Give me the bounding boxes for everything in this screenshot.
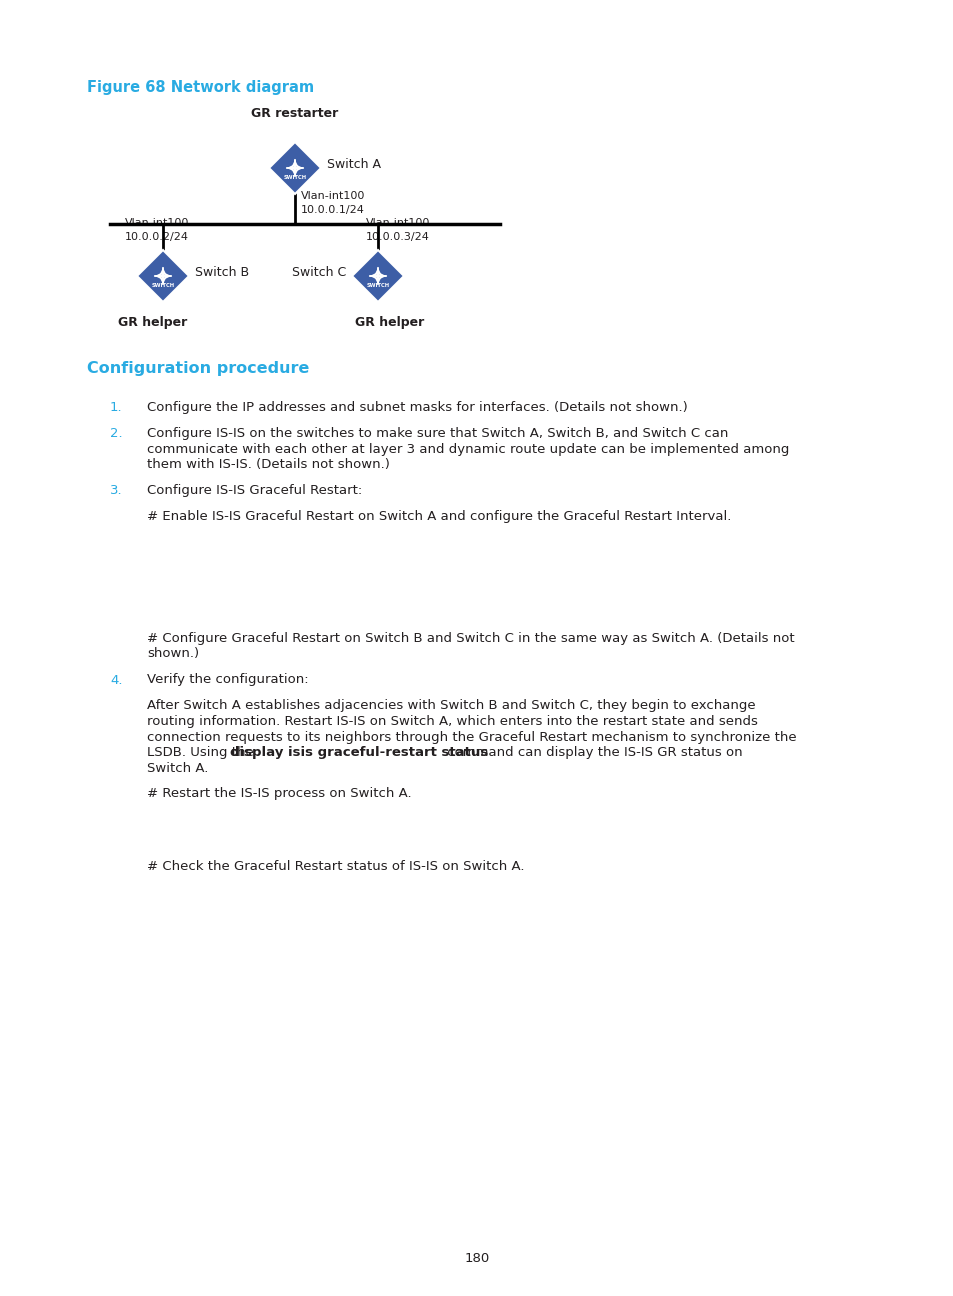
Text: shown.): shown.)	[147, 648, 199, 661]
Text: Switch A.: Switch A.	[147, 762, 208, 775]
Text: routing information. Restart IS-IS on Switch A, which enters into the restart st: routing information. Restart IS-IS on Sw…	[147, 715, 757, 728]
Text: Configuration procedure: Configuration procedure	[87, 362, 309, 376]
Polygon shape	[352, 250, 403, 302]
Text: SWITCH: SWITCH	[283, 175, 306, 180]
Text: SWITCH: SWITCH	[152, 284, 174, 289]
Text: communicate with each other at layer 3 and dynamic route update can be implement: communicate with each other at layer 3 a…	[147, 442, 788, 455]
Text: them with IS-IS. (Details not shown.): them with IS-IS. (Details not shown.)	[147, 457, 390, 470]
Text: Vlan-int100
10.0.0.3/24: Vlan-int100 10.0.0.3/24	[366, 218, 430, 242]
Text: GR helper: GR helper	[355, 316, 424, 329]
Text: # Check the Graceful Restart status of IS-IS on Switch A.: # Check the Graceful Restart status of I…	[147, 859, 524, 872]
Text: # Restart the IS-IS process on Switch A.: # Restart the IS-IS process on Switch A.	[147, 788, 411, 801]
Text: Configure IS-IS on the switches to make sure that Switch A, Switch B, and Switch: Configure IS-IS on the switches to make …	[147, 426, 727, 441]
Text: 3.: 3.	[110, 483, 123, 496]
Text: # Enable IS-IS Graceful Restart on Switch A and configure the Graceful Restart I: # Enable IS-IS Graceful Restart on Switc…	[147, 511, 731, 524]
Text: GR restarter: GR restarter	[251, 108, 338, 121]
Text: connection requests to its neighbors through the Graceful Restart mechanism to s: connection requests to its neighbors thr…	[147, 731, 796, 744]
Text: LSDB. Using the: LSDB. Using the	[147, 746, 257, 759]
Text: Switch A: Switch A	[327, 158, 380, 171]
Text: Vlan-int100
10.0.0.1/24: Vlan-int100 10.0.0.1/24	[301, 191, 365, 215]
Text: GR helper: GR helper	[118, 316, 188, 329]
Text: Verify the configuration:: Verify the configuration:	[147, 674, 309, 687]
Text: 1.: 1.	[110, 400, 123, 413]
Polygon shape	[137, 250, 189, 302]
Text: Configure IS-IS Graceful Restart:: Configure IS-IS Graceful Restart:	[147, 483, 362, 496]
Text: Vlan-int100
10.0.0.2/24: Vlan-int100 10.0.0.2/24	[125, 218, 190, 242]
Text: After Switch A establishes adjacencies with Switch B and Switch C, they begin to: After Switch A establishes adjacencies w…	[147, 700, 755, 713]
Text: Figure 68 Network diagram: Figure 68 Network diagram	[87, 80, 314, 95]
Text: # Configure Graceful Restart on Switch B and Switch C in the same way as Switch : # Configure Graceful Restart on Switch B…	[147, 632, 794, 645]
Text: 2.: 2.	[110, 426, 123, 441]
Text: Switch C: Switch C	[292, 266, 346, 279]
Text: 4.: 4.	[110, 674, 122, 687]
Text: 180: 180	[464, 1252, 489, 1265]
Polygon shape	[269, 143, 320, 194]
Text: display isis graceful-restart status: display isis graceful-restart status	[230, 746, 488, 759]
Text: Switch B: Switch B	[194, 266, 249, 279]
Text: command can display the IS-IS GR status on: command can display the IS-IS GR status …	[442, 746, 741, 759]
Text: SWITCH: SWITCH	[366, 284, 389, 289]
Text: Configure the IP addresses and subnet masks for interfaces. (Details not shown.): Configure the IP addresses and subnet ma…	[147, 400, 687, 413]
